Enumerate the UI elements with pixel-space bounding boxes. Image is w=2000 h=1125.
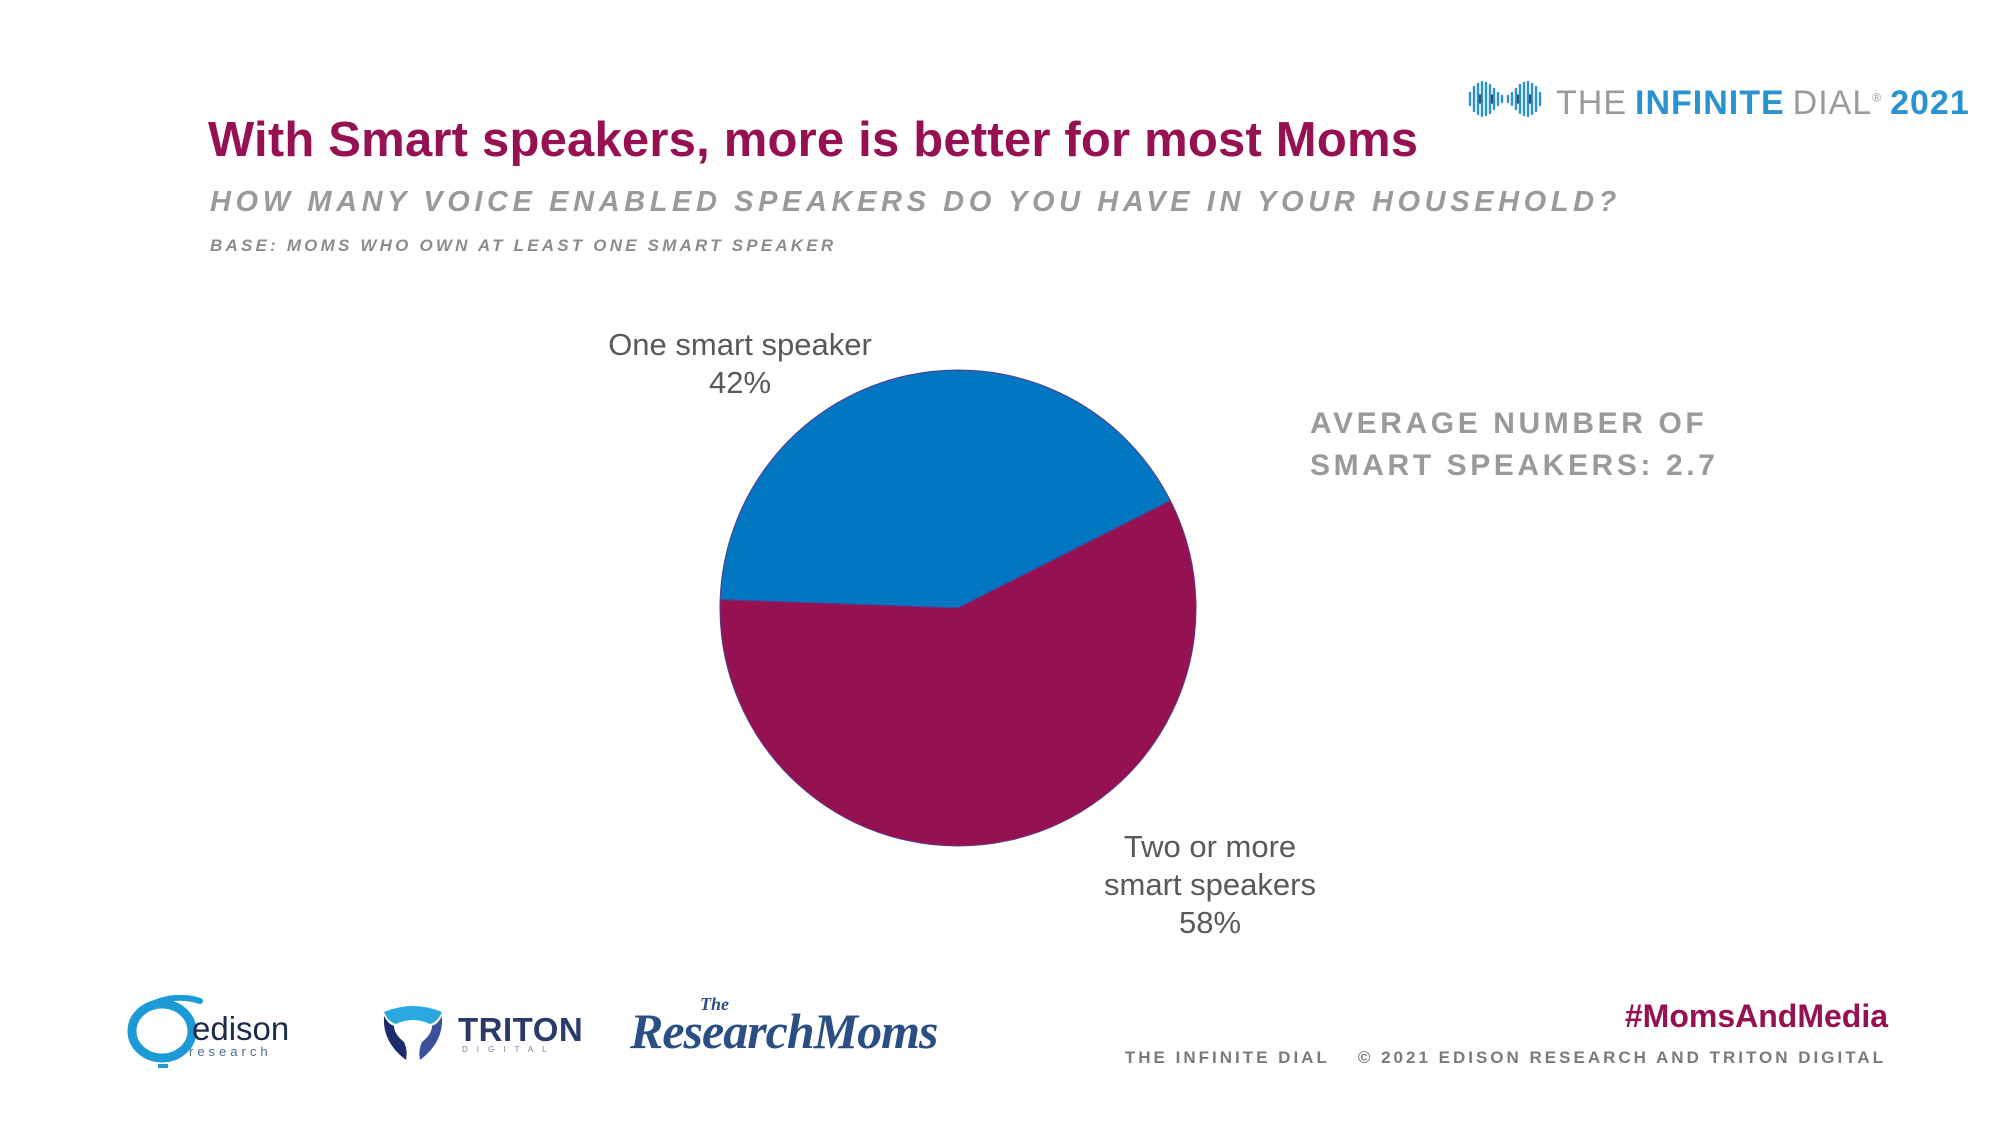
pie-slice-2 bbox=[719, 500, 1197, 847]
average-line1: AVERAGE NUMBER OF bbox=[1310, 407, 1708, 440]
pie-slice-1 bbox=[719, 369, 1172, 609]
slice-label-one: One smart speaker 42% bbox=[580, 326, 900, 402]
chart-subtitle: HOW MANY VOICE ENABLED SPEAKERS DO YOU H… bbox=[210, 186, 1621, 218]
average-line2: SMART SPEAKERS: 2.7 bbox=[1310, 449, 1719, 482]
edison-bulb-icon bbox=[127, 994, 203, 1068]
triton-logo bbox=[378, 998, 448, 1073]
slice-label-two-value: 58% bbox=[1178, 905, 1242, 940]
slice-label-two-name-line2: smart speakers bbox=[1104, 867, 1316, 902]
triton-sub: DIGITAL bbox=[462, 1045, 556, 1054]
brand-the: THE bbox=[1556, 83, 1627, 122]
infinite-dial-brand: THE INFINITE DIAL® 2021 bbox=[1466, 78, 1970, 128]
triton-name: TRITON bbox=[458, 1011, 584, 1048]
brand-year: 2021 bbox=[1890, 83, 1970, 122]
footer-copyright: © 2021 EDISON RESEARCH AND TRITON DIGITA… bbox=[1357, 1048, 1886, 1067]
slice-label-two-name-line1: Two or more bbox=[1123, 829, 1297, 864]
slice-label-one-name: One smart speaker bbox=[608, 327, 872, 362]
footer-infinite-dial: THE INFINITE DIAL bbox=[1124, 1048, 1330, 1067]
triton-mark-icon bbox=[383, 1006, 443, 1060]
hashtag: #MomsAndMedia bbox=[1624, 998, 1888, 1034]
copyright-line: THE INFINITE DIAL © 2021 EDISON RESEARCH … bbox=[1125, 1048, 1886, 1068]
edison-logo bbox=[120, 994, 210, 1080]
edison-sub: research bbox=[189, 1044, 272, 1059]
slice-label-one-value: 42% bbox=[708, 365, 772, 400]
research-moms-the: The bbox=[700, 994, 729, 1014]
slice-label-two: Two or more smart speakers 58% bbox=[1060, 828, 1360, 942]
brand-infinite: INFINITE bbox=[1635, 83, 1785, 122]
brand-dial: DIAL® bbox=[1792, 83, 1883, 122]
average-annotation: AVERAGE NUMBER OF SMART SPEAKERS: 2.7 bbox=[1310, 403, 1718, 487]
research-moms-logo: ResearchMoms bbox=[630, 1003, 938, 1059]
edison-name: edison bbox=[192, 1010, 290, 1047]
chart-title: With Smart speakers, more is better for … bbox=[208, 113, 1419, 167]
base-note: BASE: MOMS WHO OWN AT LEAST ONE SMART SP… bbox=[210, 236, 837, 255]
infinity-waveform-icon bbox=[1466, 75, 1544, 132]
